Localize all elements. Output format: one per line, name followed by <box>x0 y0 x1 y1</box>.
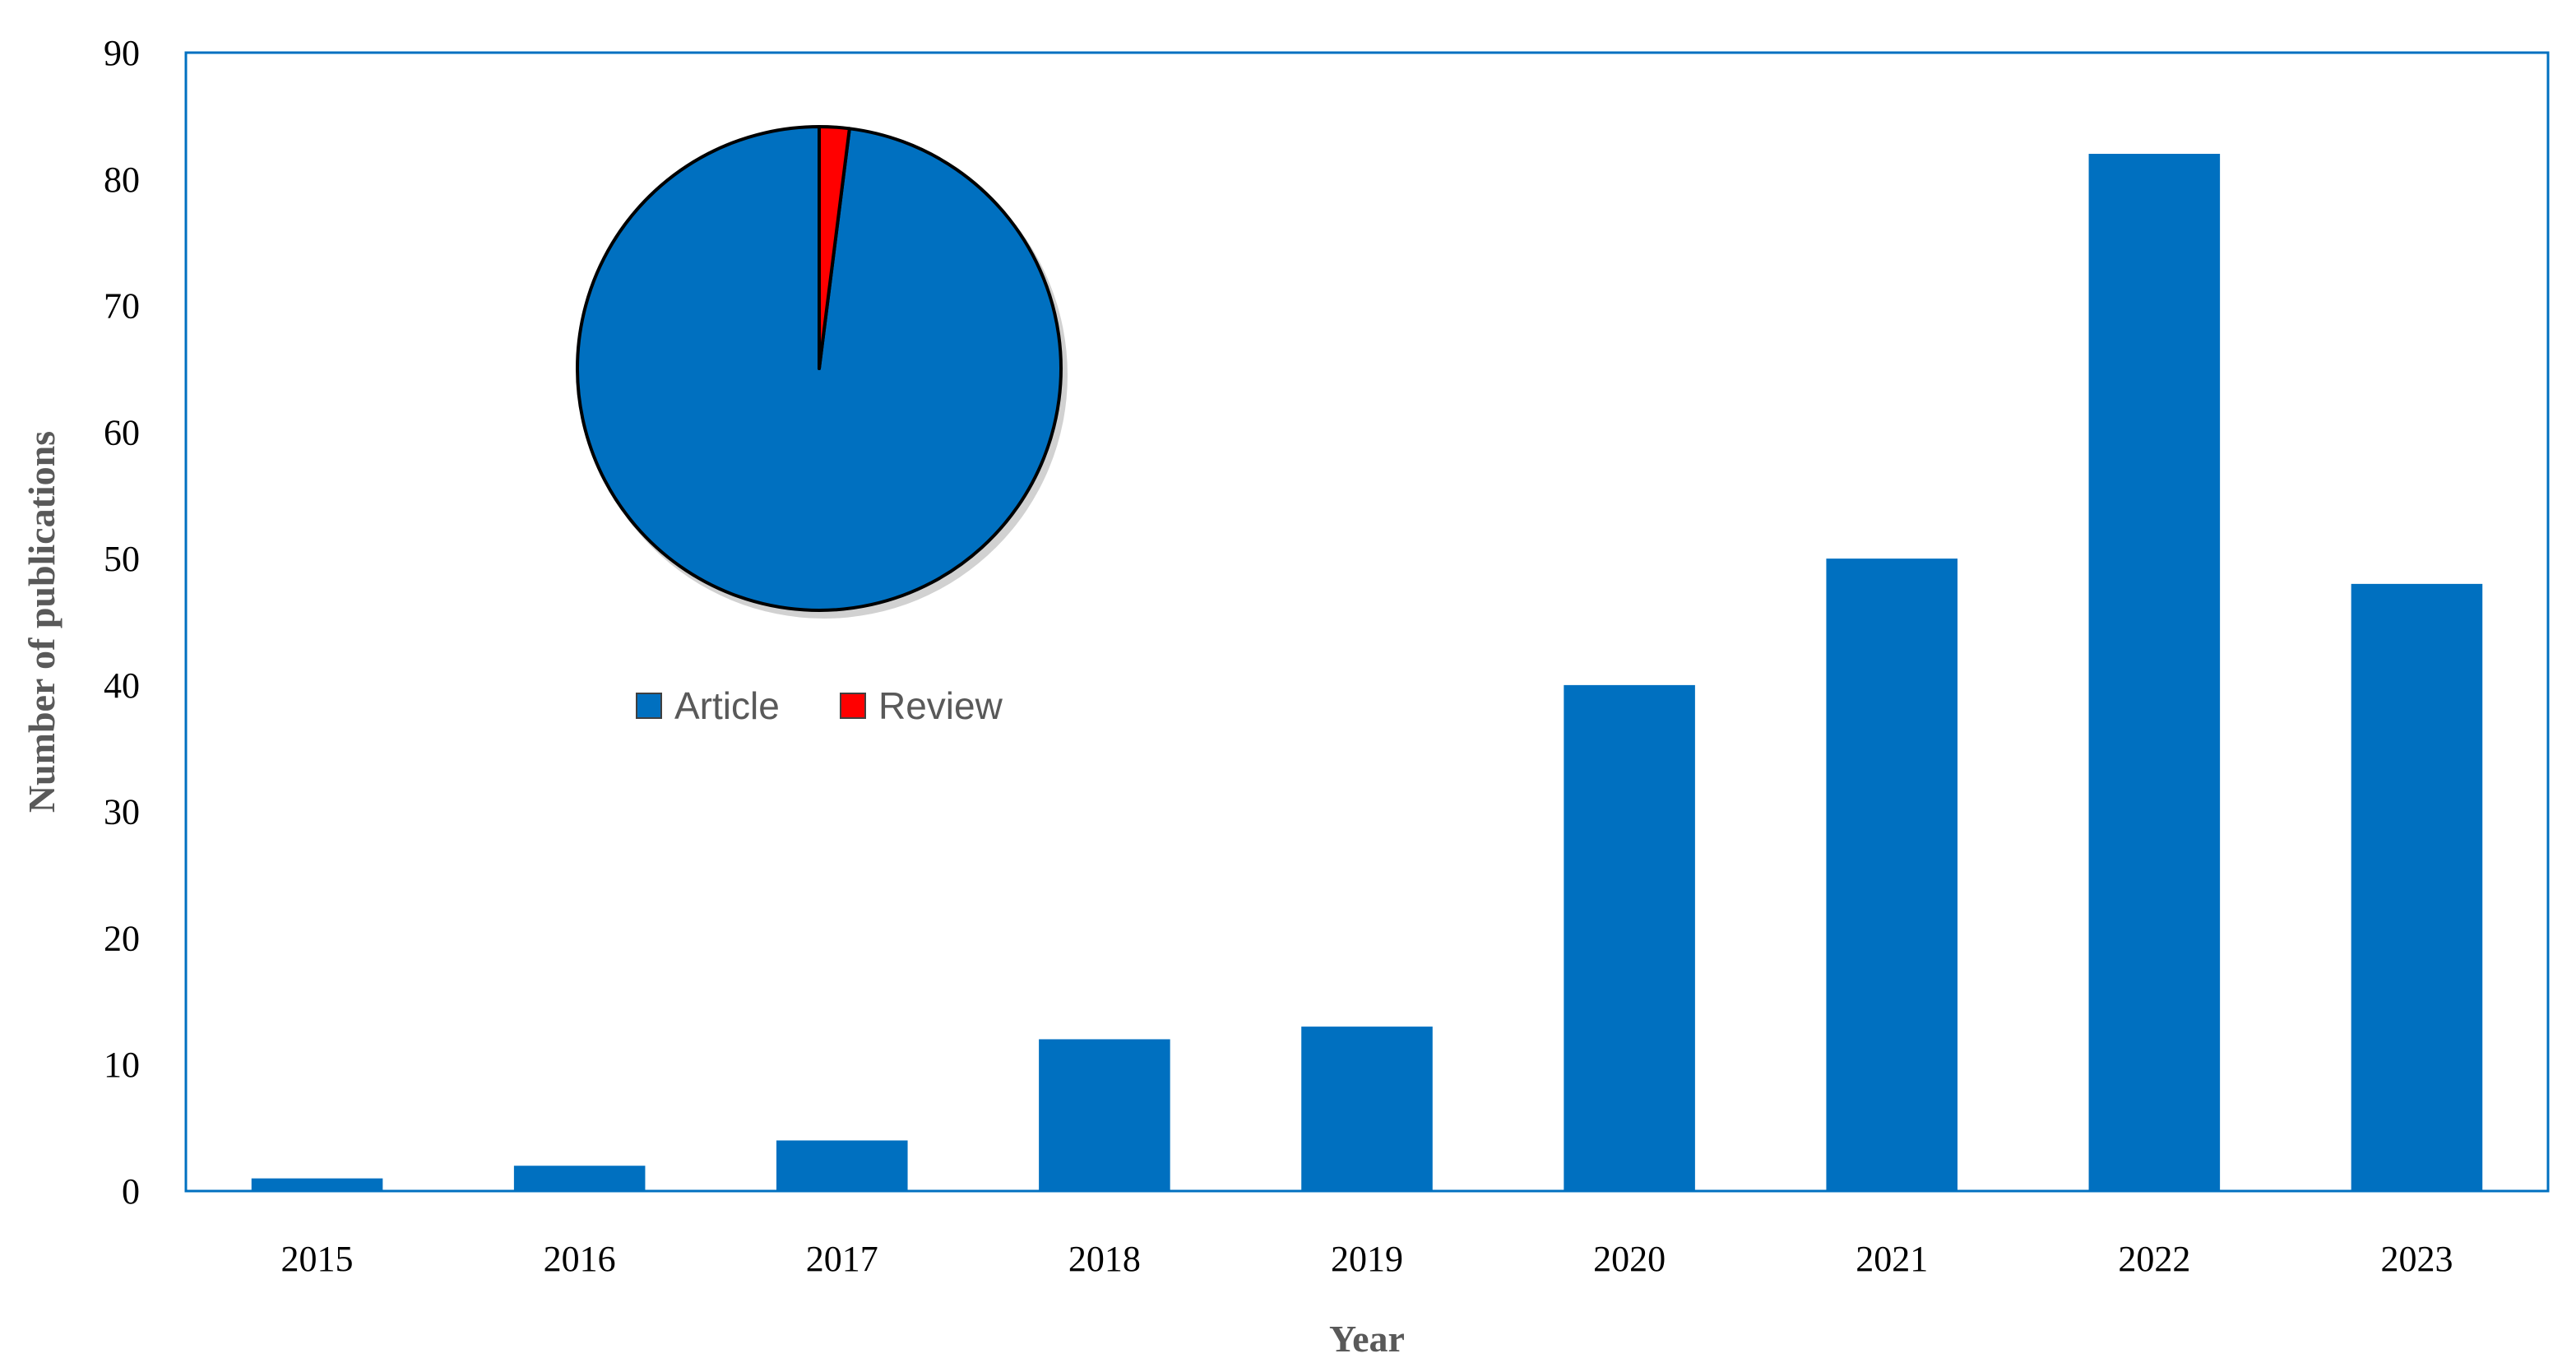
x-tick-label: 2020 <box>1593 1239 1666 1279</box>
legend-swatch-review <box>840 693 866 719</box>
bar-2019 <box>1301 1027 1433 1191</box>
bar-2023 <box>2351 583 2483 1191</box>
x-tick-label: 2017 <box>806 1239 878 1279</box>
x-axis-title: Year <box>1329 1318 1405 1360</box>
bar-2021 <box>1826 559 1957 1191</box>
y-tick-label: 20 <box>104 918 140 958</box>
bar-2020 <box>1564 684 1695 1191</box>
legend-label-article: Article <box>674 684 780 727</box>
x-tick-label: 2022 <box>2118 1239 2190 1279</box>
x-tick-label: 2015 <box>281 1239 354 1279</box>
bar-2018 <box>1039 1039 1170 1191</box>
bar-2015 <box>251 1178 383 1191</box>
pie-chart <box>576 125 1068 619</box>
y-axis-title: Number of publications <box>21 431 63 813</box>
bar-2017 <box>776 1140 908 1191</box>
y-tick-label: 50 <box>104 539 140 579</box>
x-axis-ticks: 2015 2016 2017 2018 2019 2020 2021 2022 2023 <box>281 1239 2453 1279</box>
x-tick-label: 2021 <box>1856 1239 1928 1279</box>
y-tick-label: 70 <box>104 286 140 327</box>
y-tick-label: 80 <box>104 160 140 200</box>
bar-series <box>251 154 2483 1191</box>
x-tick-label: 2019 <box>1331 1239 1403 1279</box>
bar-2016 <box>513 1166 646 1191</box>
legend-label-review: Review <box>878 684 1003 727</box>
pie-slice-review <box>818 125 851 370</box>
x-tick-label: 2023 <box>2380 1239 2453 1279</box>
legend-swatch-article <box>636 693 662 719</box>
y-tick-label: 0 <box>122 1171 140 1212</box>
y-tick-label: 60 <box>104 412 140 452</box>
x-tick-label: 2016 <box>544 1239 616 1279</box>
y-tick-label: 30 <box>104 792 140 832</box>
y-tick-label: 90 <box>104 33 140 73</box>
x-tick-label: 2018 <box>1068 1239 1141 1279</box>
y-axis-ticks: 0 10 20 30 40 50 60 70 80 90 <box>104 33 140 1212</box>
y-tick-label: 40 <box>104 665 140 706</box>
pie-legend: Article Review <box>636 684 1003 727</box>
y-tick-label: 10 <box>104 1045 140 1085</box>
bar-2022 <box>2088 154 2221 1191</box>
